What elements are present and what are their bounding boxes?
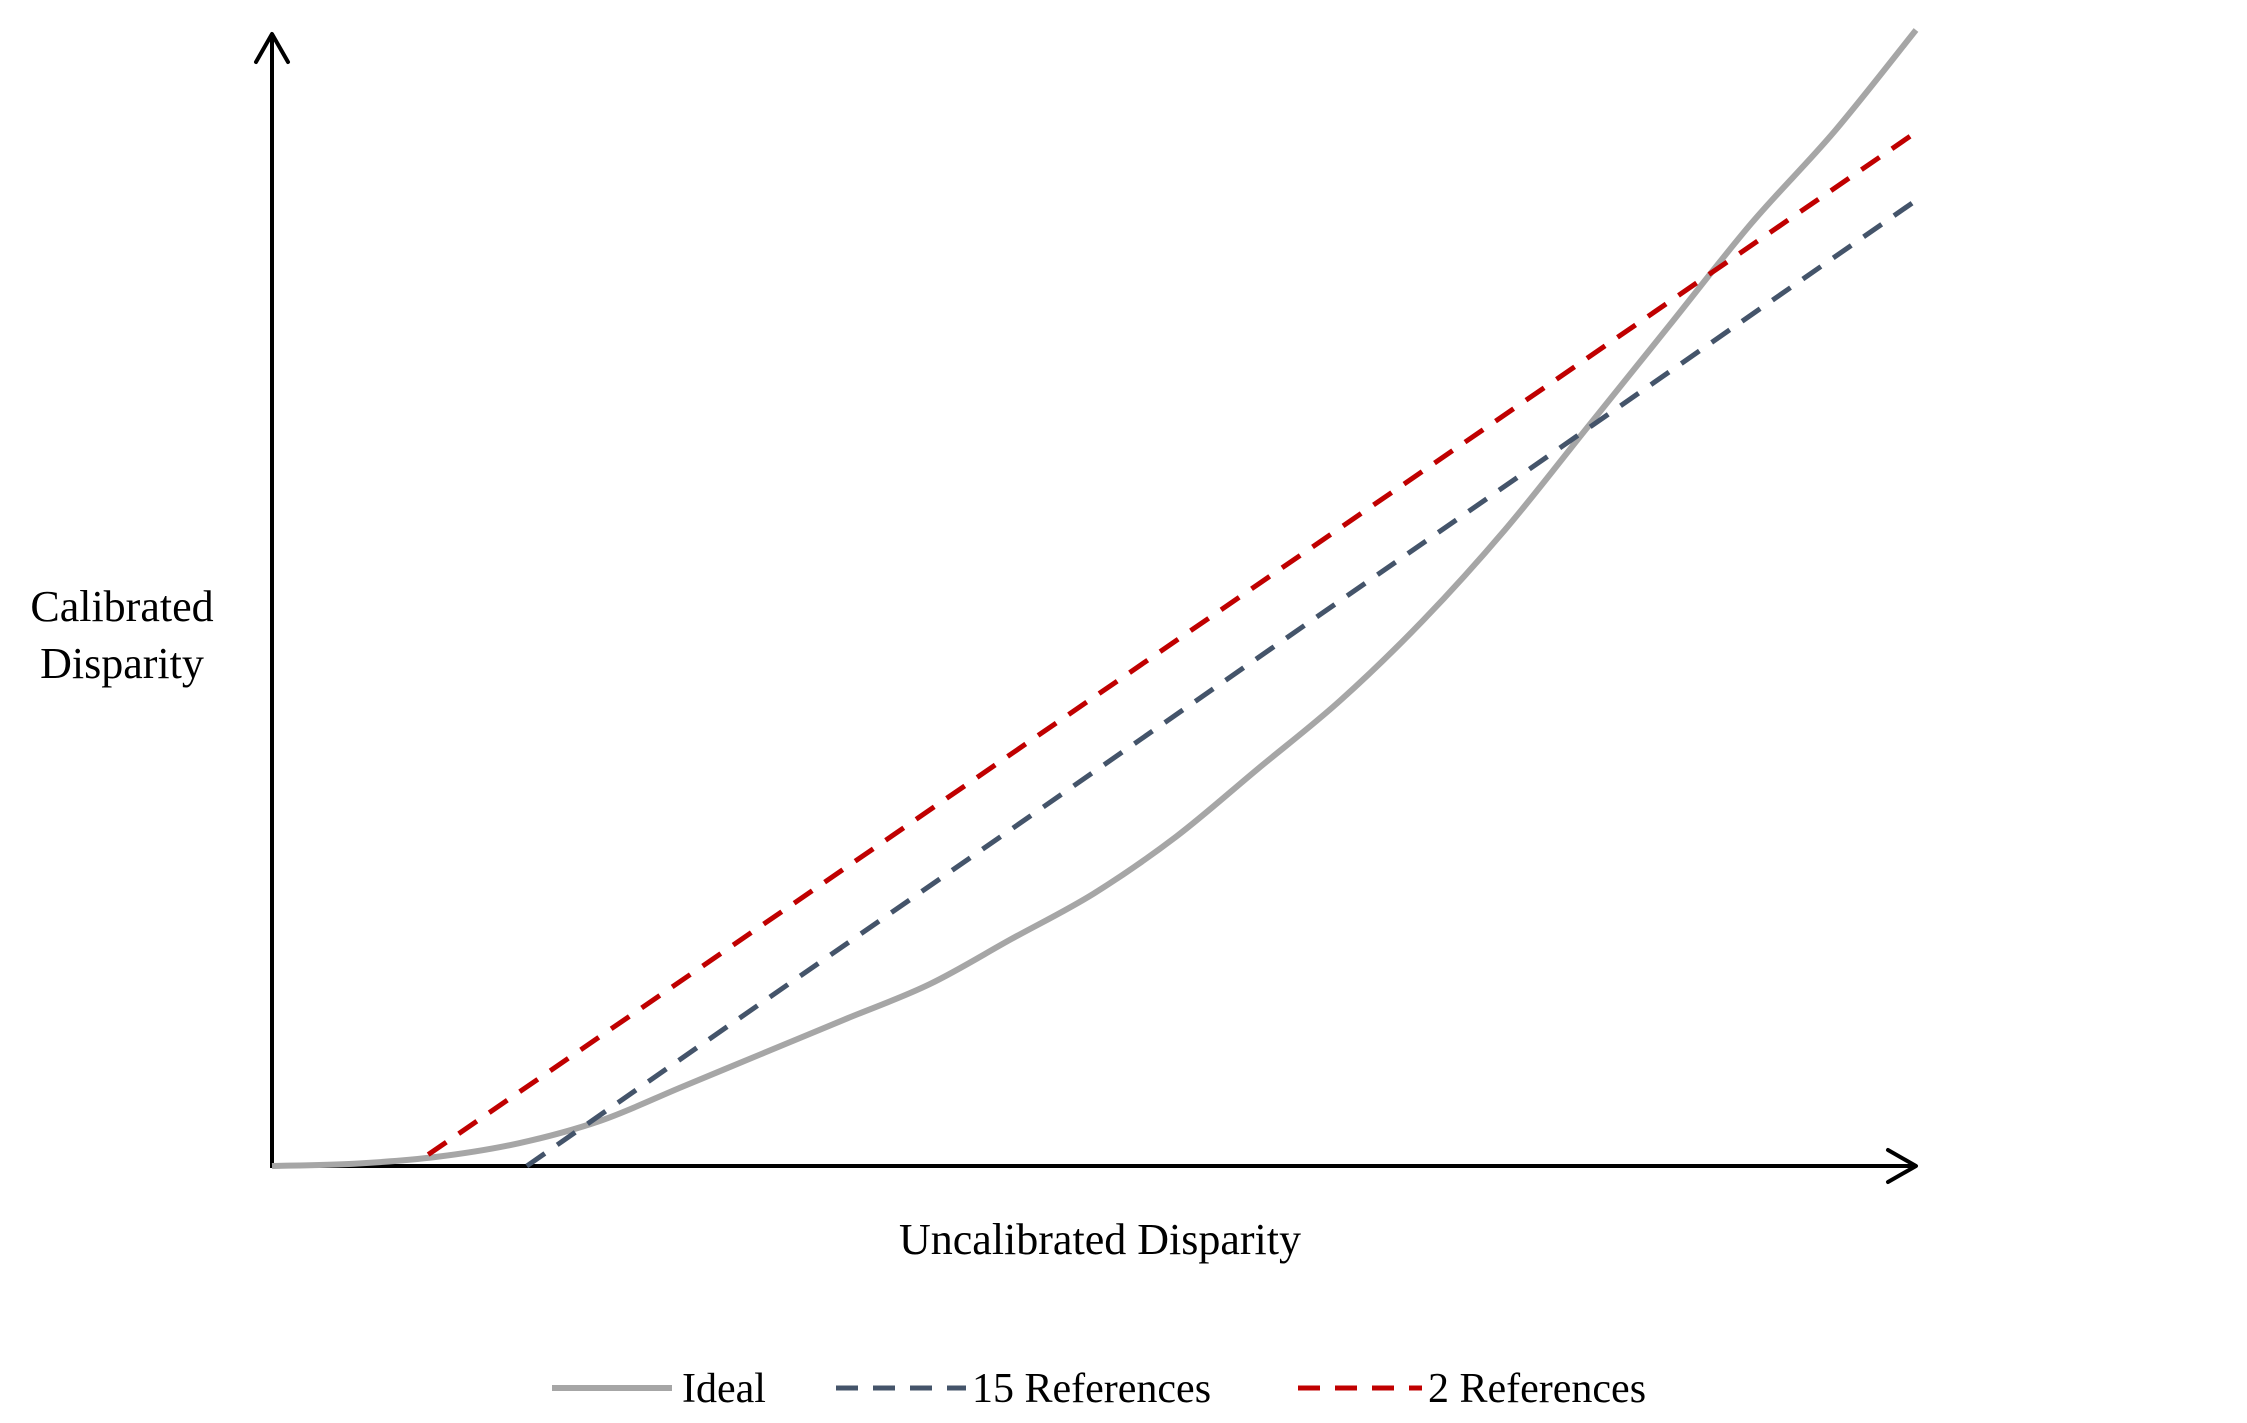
series-line-ideal xyxy=(271,28,1919,1169)
x-axis-title: Uncalibrated Disparity xyxy=(899,1215,1301,1264)
series-line-2-references xyxy=(426,130,1918,1157)
y-axis-arrowhead xyxy=(254,32,290,64)
series-layer xyxy=(271,28,1919,1169)
legend: Ideal 15 References 2 References xyxy=(552,1366,1646,1412)
legend-label-ideal: Ideal xyxy=(682,1366,766,1412)
legend-item-ideal: Ideal xyxy=(552,1366,766,1412)
y-axis-title-line-2: Disparity xyxy=(40,639,204,688)
legend-label-2-references: 2 References xyxy=(1428,1366,1646,1412)
y-axis-title-line-1: Calibrated xyxy=(30,582,213,631)
series-line-15-references xyxy=(525,198,1918,1169)
axes xyxy=(254,32,1918,1184)
legend-item-2-references: 2 References xyxy=(1298,1366,1646,1412)
legend-item-15-references: 15 References xyxy=(836,1366,1211,1412)
x-axis-arrowhead xyxy=(1886,1148,1918,1184)
legend-label-15-references: 15 References xyxy=(972,1366,1211,1412)
